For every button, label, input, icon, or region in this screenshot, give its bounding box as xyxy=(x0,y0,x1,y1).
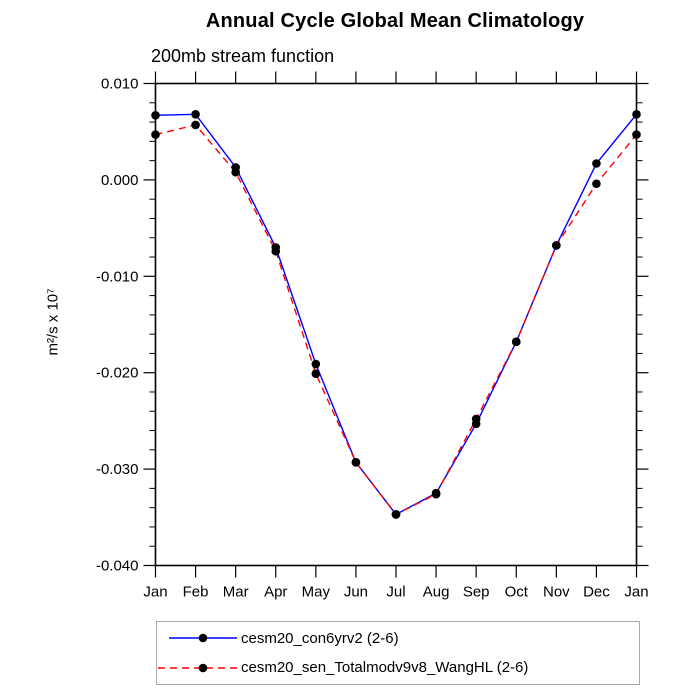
chart-title: Annual Cycle Global Mean Climatology xyxy=(205,10,585,32)
y-tick-label: 0.000 xyxy=(101,172,139,189)
chart-subtitle: 200mb stream function xyxy=(151,46,335,66)
data-point-marker-s1 xyxy=(552,241,561,250)
legend-line-sample-solid xyxy=(169,634,237,643)
data-point-marker-s1 xyxy=(471,414,481,424)
x-tick-label: Apr xyxy=(264,584,287,601)
data-point-marker-s1 xyxy=(431,489,441,499)
y-tick-label: -0.020 xyxy=(96,365,139,382)
data-point-marker-s1 xyxy=(511,337,521,347)
legend-label-series-1: cesm20_sen_Totalmodv9v8_WangHL (2-6) xyxy=(241,659,529,677)
data-point-marker-s0 xyxy=(191,110,200,119)
data-point-marker-s1 xyxy=(311,369,321,378)
data-point-marker-s1 xyxy=(271,246,281,256)
legend-row-series-1: cesm20_sen_Totalmodv9v8_WangHL (2-6) xyxy=(157,655,639,681)
series-line-0 xyxy=(155,113,638,516)
x-tick-label: Feb xyxy=(183,584,209,601)
y-tick-label: -0.010 xyxy=(96,268,139,285)
data-point-marker-s1 xyxy=(351,458,361,467)
legend-label-series-0: cesm20_con6yrv2 (2-6) xyxy=(241,629,399,647)
data-point-marker-s0 xyxy=(151,111,160,120)
x-tick-label: Aug xyxy=(423,584,450,601)
x-tick-label: May xyxy=(302,584,331,601)
x-tick-label: Jan xyxy=(143,584,167,601)
data-point-marker-s1 xyxy=(231,167,240,177)
x-tick-label: Oct xyxy=(505,584,529,601)
legend-marker-dot-icon xyxy=(198,663,208,672)
x-tick-label: Jul xyxy=(386,584,405,601)
data-point-marker-s1 xyxy=(151,130,160,139)
data-point-marker-s0 xyxy=(592,159,601,168)
data-point-marker-s1 xyxy=(632,130,641,139)
data-point-marker-s0 xyxy=(311,359,321,369)
x-tick-label: Sep xyxy=(463,584,490,601)
x-tick-label: Dec xyxy=(583,584,610,601)
x-tick-label: Mar xyxy=(223,584,249,601)
data-point-marker-s0 xyxy=(632,110,641,119)
series-line-1 xyxy=(155,124,638,516)
x-tick-label: Jan xyxy=(624,584,648,601)
legend-line-sample-dashed xyxy=(158,663,237,672)
x-tick-label: Jun xyxy=(344,584,368,601)
y-tick-label: 0.010 xyxy=(101,76,139,93)
legend-marker-dot-icon xyxy=(198,634,208,643)
data-point-marker-s1 xyxy=(592,179,601,189)
data-point-marker-s1 xyxy=(391,510,401,519)
y-tick-label: -0.040 xyxy=(96,558,139,575)
legend-row-series-0: cesm20_con6yrv2 (2-6) xyxy=(157,625,639,651)
x-tick-label: Nov xyxy=(543,584,570,601)
y-tick-label: -0.030 xyxy=(96,461,139,478)
data-point-marker-s1 xyxy=(191,120,200,130)
legend: cesm20_con6yrv2 (2-6) cesm20_sen_Totalmo… xyxy=(156,621,640,685)
